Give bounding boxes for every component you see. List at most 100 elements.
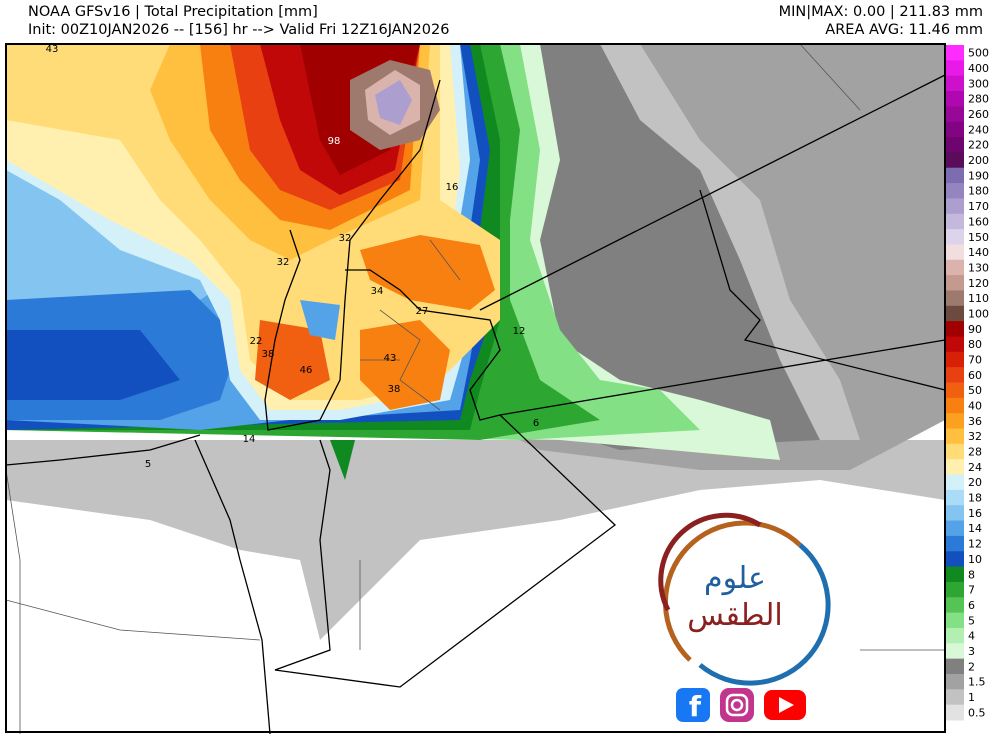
borders	[5, 74, 946, 734]
colorbar-swatch	[946, 367, 964, 383]
map-label: 38	[262, 349, 275, 360]
colorbar-swatch	[946, 689, 964, 706]
colorbar-label: 260	[968, 108, 989, 121]
colorbar-swatch	[946, 428, 964, 445]
colorbar-swatch	[946, 290, 964, 307]
colorbar-swatch	[946, 382, 964, 399]
colorbar-label: 400	[968, 62, 989, 75]
colorbar-swatch	[946, 121, 964, 138]
facebook-icon[interactable]	[676, 688, 710, 722]
colorbar-swatch	[946, 198, 964, 215]
colorbar-label: 280	[968, 93, 989, 106]
colorbar-label: 70	[968, 353, 982, 366]
map-label: 14	[243, 434, 256, 445]
colorbar-swatch	[946, 152, 964, 169]
colorbar-swatch	[946, 566, 964, 583]
colorbar-label: 20	[968, 476, 982, 489]
header-minmax: MIN|MAX: 0.00 | 211.83 mm	[778, 4, 983, 20]
colorbar-label: 1	[968, 691, 975, 704]
colorbar-label: 180	[968, 185, 989, 198]
colorbar-swatch	[946, 305, 964, 322]
colorbar-label: 130	[968, 261, 989, 274]
colorbar-swatch	[946, 489, 964, 506]
colorbar-label: 6	[968, 599, 975, 612]
logo: علوم الطقس f	[658, 512, 831, 723]
map-frame	[5, 43, 946, 733]
colorbar-label: 190	[968, 169, 989, 182]
colorbar-swatch	[946, 60, 964, 77]
map-label: 27	[416, 306, 429, 317]
colorbar-label: 160	[968, 215, 989, 228]
map-label: 43	[46, 44, 59, 55]
colorbar-swatch	[946, 413, 964, 430]
header-init: Init: 00Z10JAN2026 -- [156] hr --> Valid…	[28, 22, 450, 38]
colorbar-swatch	[946, 75, 964, 92]
header-title: NOAA GFSv16 | Total Precipitation [mm]	[28, 4, 318, 20]
colorbar-label: 200	[968, 154, 989, 167]
map-label: 5	[145, 459, 151, 470]
colorbar-swatch	[946, 658, 964, 675]
colorbar-swatch	[946, 704, 964, 721]
colorbar-swatch	[946, 673, 964, 690]
map-labels: 43 98 16 32 32 34 27 12 22 38 46 43 38 14 6 5	[46, 44, 540, 470]
colorbar-swatch	[946, 627, 964, 644]
colorbar-swatch	[946, 183, 964, 199]
colorbar-label: 220	[968, 139, 989, 152]
colorbar-label: 24	[968, 461, 982, 474]
colorbar-label: 8	[968, 568, 975, 581]
colorbar-label: 2	[968, 660, 975, 673]
instagram-icon[interactable]	[720, 688, 754, 722]
colorbar-swatch	[946, 91, 964, 107]
colorbar-swatch	[946, 106, 964, 123]
colorbar-label: 1.5	[968, 676, 986, 689]
colorbar-label: 28	[968, 446, 982, 459]
colorbar-swatch	[946, 643, 964, 660]
colorbar-label: 4	[968, 630, 975, 643]
colorbar-swatch	[946, 229, 964, 245]
colorbar-label: 40	[968, 400, 982, 413]
colorbar-label: 60	[968, 369, 982, 382]
colorbar-label: 7	[968, 584, 975, 597]
colorbar-label: 14	[968, 522, 982, 535]
colorbar-label: 32	[968, 430, 982, 443]
map-label: 12	[513, 326, 526, 337]
colorbar-label: 240	[968, 123, 989, 136]
district-lines	[5, 43, 945, 734]
colorbar-swatch	[946, 275, 964, 291]
colorbar-label: 150	[968, 231, 989, 244]
colorbar-label: 80	[968, 338, 982, 351]
colorbar-swatch	[946, 505, 964, 522]
colorbar: 5004003002802602402202001901801701601501…	[946, 45, 989, 721]
colorbar-label: 300	[968, 77, 989, 90]
colorbar-label: 120	[968, 277, 989, 290]
colorbar-label: 18	[968, 492, 982, 505]
map-label: 16	[446, 182, 459, 193]
colorbar-label: 16	[968, 507, 982, 520]
colorbar-swatch	[946, 45, 964, 61]
precip-field	[6, 44, 945, 732]
colorbar-swatch	[946, 459, 964, 476]
header-area-avg: AREA AVG: 11.46 mm	[825, 22, 983, 38]
map-label: 34	[371, 286, 384, 297]
colorbar-swatch	[946, 137, 964, 153]
logo-line2: الطقس	[687, 598, 783, 633]
colorbar-swatch	[946, 167, 964, 184]
map-label: 32	[277, 257, 290, 268]
colorbar-label: 3	[968, 645, 975, 658]
map-label: 98	[328, 136, 341, 147]
svg-text:f: f	[689, 690, 702, 723]
colorbar-swatch	[946, 535, 964, 552]
colorbar-label: 100	[968, 307, 989, 320]
colorbar-swatch	[946, 612, 964, 629]
colorbar-swatch	[946, 336, 964, 353]
colorbar-swatch	[946, 244, 964, 261]
colorbar-label: 5	[968, 614, 975, 627]
map-label: 38	[388, 384, 401, 395]
colorbar-label: 500	[968, 47, 989, 60]
logo-line1: علوم	[704, 561, 766, 596]
colorbar-label: 12	[968, 538, 982, 551]
colorbar-label: 140	[968, 246, 989, 259]
map-label: 32	[339, 233, 352, 244]
map-label: 22	[250, 336, 263, 347]
